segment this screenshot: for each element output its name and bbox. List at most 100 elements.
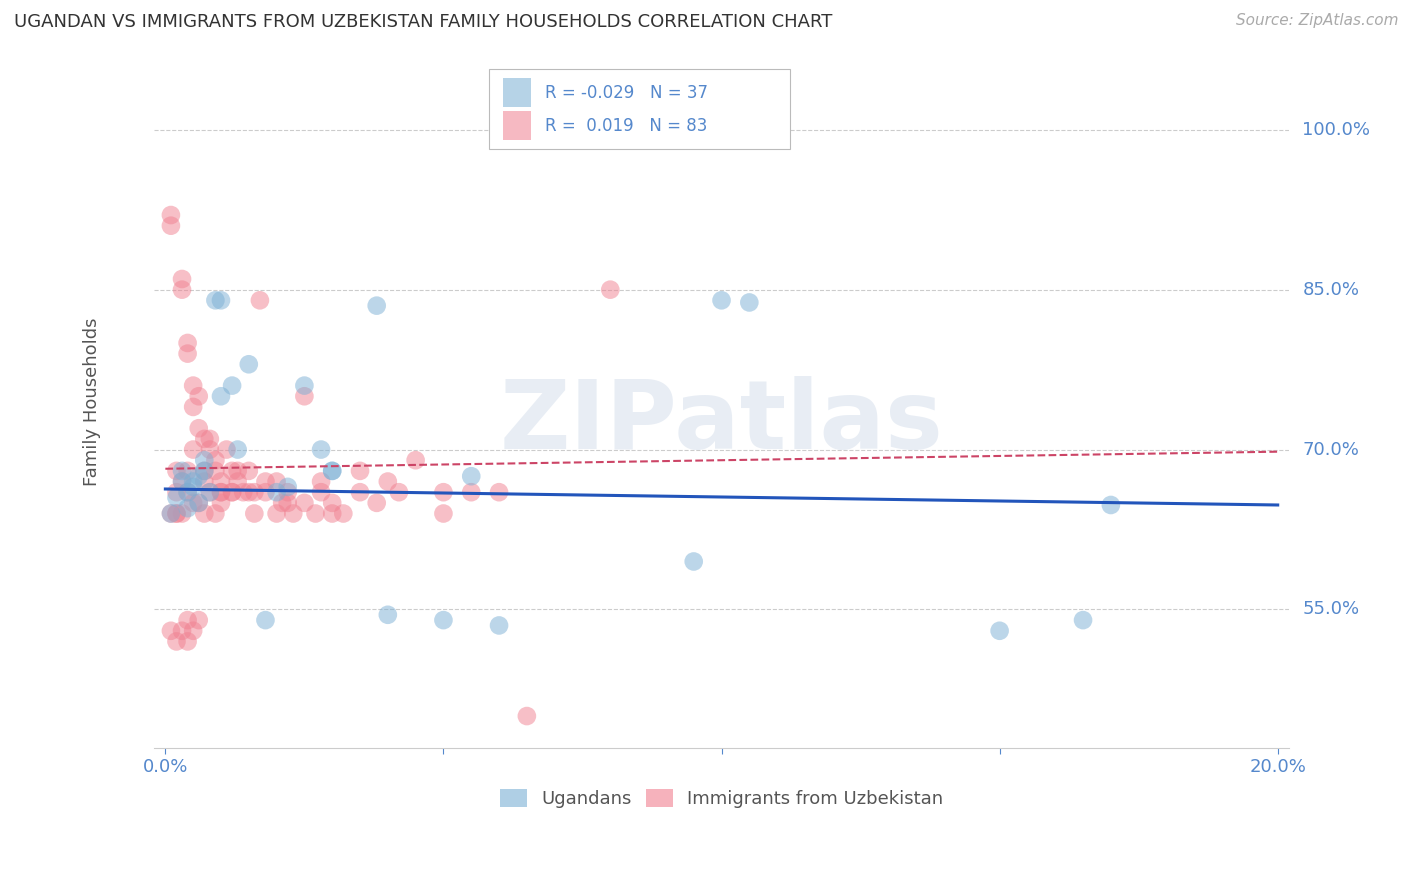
Point [198,432,221,446]
Point [377,607,399,622]
Point [193,475,215,489]
Point [226,475,249,489]
Point [243,507,266,521]
Point [198,442,221,457]
Point [710,293,733,308]
Point [226,442,249,457]
Text: ZIPatlas: ZIPatlas [499,376,943,469]
Legend: Ugandans, Immigrants from Uzbekistan: Ugandans, Immigrants from Uzbekistan [492,781,950,815]
Point [215,442,238,457]
Point [181,442,204,457]
Point [166,507,188,521]
Point [460,469,482,483]
Point [221,485,243,500]
Point [321,496,343,510]
Point [349,464,371,478]
Point [176,485,198,500]
Point [366,299,388,313]
Point [166,491,188,505]
Point [170,624,193,638]
Point [254,475,277,489]
Point [232,485,254,500]
Point [405,453,427,467]
Point [277,496,299,510]
Point [271,496,294,510]
FancyBboxPatch shape [489,69,790,149]
Point [277,480,299,494]
Point [388,485,411,500]
Point [170,507,193,521]
Point [266,475,288,489]
Point [170,475,193,489]
Point [738,295,761,310]
Point [988,624,1011,638]
Point [682,554,704,568]
FancyBboxPatch shape [502,112,531,140]
Text: Source: ZipAtlas.com: Source: ZipAtlas.com [1236,13,1399,29]
Point [181,496,204,510]
Point [1099,498,1122,512]
Point [176,346,198,360]
Point [309,485,332,500]
Point [221,464,243,478]
Point [321,464,343,478]
Point [166,464,188,478]
Point [209,485,232,500]
Point [193,453,215,467]
Point [221,378,243,392]
Point [332,507,354,521]
Point [198,485,221,500]
Point [193,464,215,478]
Point [599,283,621,297]
Point [254,613,277,627]
Point [209,496,232,510]
Text: 55.0%: 55.0% [1302,600,1360,618]
Point [292,389,315,403]
Point [170,475,193,489]
Point [1071,613,1094,627]
Point [254,485,277,500]
Point [209,475,232,489]
Point [309,475,332,489]
Point [249,293,271,308]
Point [204,507,226,521]
Point [221,485,243,500]
Point [181,378,204,392]
Text: 85.0%: 85.0% [1302,281,1360,299]
Point [238,485,260,500]
Point [377,475,399,489]
Point [176,335,198,350]
Text: UGANDAN VS IMMIGRANTS FROM UZBEKISTAN FAMILY HOUSEHOLDS CORRELATION CHART: UGANDAN VS IMMIGRANTS FROM UZBEKISTAN FA… [14,13,832,31]
Point [160,208,183,222]
Point [321,507,343,521]
Point [277,485,299,500]
Point [266,485,288,500]
Text: R = -0.029   N = 37: R = -0.029 N = 37 [544,84,707,102]
Point [176,501,198,516]
Point [170,272,193,286]
Point [176,613,198,627]
Point [166,507,188,521]
Point [292,496,315,510]
Point [176,485,198,500]
Point [209,293,232,308]
Point [187,613,209,627]
Point [166,634,188,648]
Point [181,400,204,414]
Point [238,357,260,371]
Point [170,283,193,297]
Point [488,618,510,632]
Point [187,421,209,435]
Text: 70.0%: 70.0% [1302,441,1360,458]
Point [187,469,209,483]
Point [193,432,215,446]
Point [204,453,226,467]
Point [266,507,288,521]
FancyBboxPatch shape [502,78,531,107]
Point [366,496,388,510]
Point [198,485,221,500]
Point [181,475,204,489]
Point [160,624,183,638]
Point [238,464,260,478]
Point [516,709,538,723]
